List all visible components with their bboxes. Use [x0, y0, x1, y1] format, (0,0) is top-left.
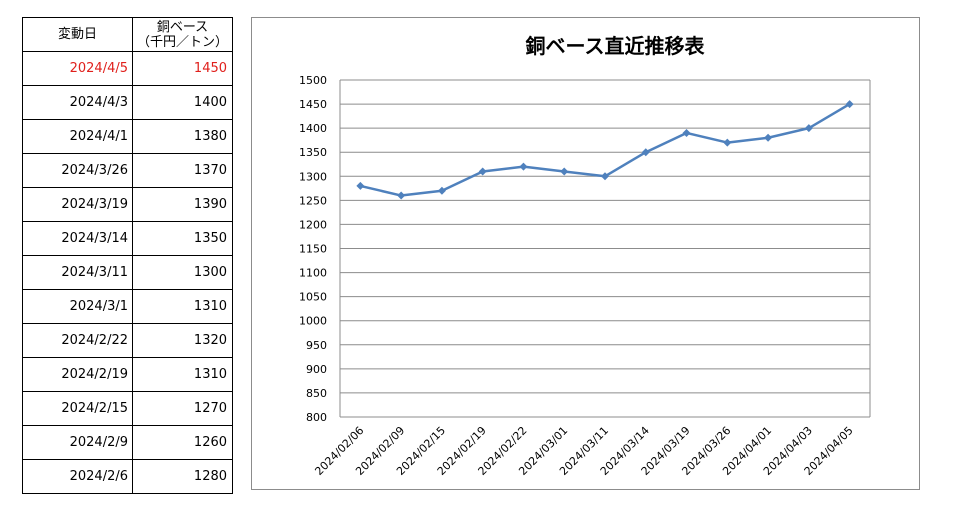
table-row: 2024/2/9 1260 — [22, 425, 234, 460]
price-cell: 1280 — [131, 459, 234, 494]
table-row: 2024/3/26 1370 — [22, 153, 234, 188]
y-tick-label: 1250 — [299, 194, 327, 207]
table-row: 2024/3/19 1390 — [22, 187, 234, 222]
price-cell: 1310 — [131, 357, 234, 392]
y-tick-label: 850 — [306, 387, 327, 400]
data-point-marker — [764, 133, 773, 142]
price-cell: 1450 — [131, 51, 234, 86]
price-cell: 1350 — [131, 221, 234, 256]
series-line — [360, 102, 851, 197]
date-cell: 2024/4/5 — [22, 51, 133, 86]
price-cell: 1390 — [131, 187, 234, 222]
table-row: 2024/3/14 1350 — [22, 221, 234, 256]
date-cell: 2024/4/1 — [22, 119, 133, 154]
price-cell: 1370 — [131, 153, 234, 188]
table-row: 2024/3/1 1310 — [22, 289, 234, 324]
column-header-date: 変動日 — [22, 17, 133, 52]
y-tick-label: 1050 — [299, 291, 327, 304]
data-point-marker — [682, 128, 691, 137]
table-row: 2024/2/19 1310 — [22, 357, 234, 392]
price-cell: 1380 — [131, 119, 234, 154]
price-cell: 1300 — [131, 255, 234, 290]
column-header-price-line2: （千円／トン） — [137, 34, 229, 50]
date-cell: 2024/2/6 — [22, 459, 133, 494]
chart-title: 銅ベース直近推移表 — [526, 34, 706, 58]
data-point-marker — [437, 186, 446, 195]
column-header-price-line1: 銅ベース — [156, 19, 209, 35]
table-row: 2024/3/11 1300 — [22, 255, 234, 290]
price-cell: 1260 — [131, 425, 234, 460]
date-cell: 2024/2/15 — [22, 391, 133, 426]
table-row: 2024/4/5 1450 — [22, 51, 234, 86]
table-row: 2024/2/22 1320 — [22, 323, 234, 358]
price-cell: 1270 — [131, 391, 234, 426]
price-history-table: 変動日 銅ベース （千円／トン） 2024/4/5 1450 2024/4/3 140… — [22, 17, 234, 494]
y-tick-label: 1100 — [299, 267, 327, 280]
data-point-marker — [723, 138, 732, 147]
y-tick-label: 1200 — [299, 218, 327, 231]
table-row: 2024/4/3 1400 — [22, 85, 234, 120]
data-point-marker — [641, 148, 650, 157]
line-chart: 銅ベース直近推移表 800 850 900 950 1000 1050 1100 1150 120… — [299, 34, 871, 478]
y-tick-label: 1300 — [299, 170, 327, 183]
y-tick-label: 950 — [306, 339, 327, 352]
date-cell: 2024/3/1 — [22, 289, 133, 324]
chart-area: 銅ベース直近推移表 800 850 900 950 1000 1050 1100 1150 120… — [251, 17, 920, 490]
y-tick-label: 1000 — [299, 315, 327, 328]
data-point-marker — [478, 167, 487, 176]
data-point-marker — [519, 162, 528, 171]
table-row: 2024/2/15 1270 — [22, 391, 234, 426]
data-point-marker — [845, 100, 854, 109]
y-tick-label: 1500 — [299, 74, 327, 87]
table-header-row: 変動日 銅ベース （千円／トン） — [22, 17, 234, 52]
date-cell: 2024/2/19 — [22, 357, 133, 392]
table-body: 2024/4/5 1450 2024/4/3 1400 2024/4/1 1380 2024… — [22, 51, 234, 494]
date-cell: 2024/3/14 — [22, 221, 133, 256]
column-header-price: 銅ベース （千円／トン） — [131, 17, 234, 52]
data-point-marker — [804, 124, 813, 133]
date-cell: 2024/2/22 — [22, 323, 133, 358]
data-point-marker — [397, 191, 406, 200]
y-tick-label: 1450 — [299, 98, 327, 111]
y-tick-label: 800 — [306, 411, 327, 424]
y-tick-label: 1350 — [299, 146, 327, 159]
y-tick-label: 1150 — [299, 243, 327, 256]
y-tick-label: 1400 — [299, 122, 327, 135]
table-row: 2024/2/6 1280 — [22, 459, 234, 494]
date-cell: 2024/2/9 — [22, 425, 133, 460]
date-cell: 2024/3/26 — [22, 153, 133, 188]
data-point-marker — [601, 172, 609, 181]
date-cell: 2024/3/19 — [22, 187, 133, 222]
y-tick-label: 900 — [306, 363, 327, 376]
date-cell: 2024/3/11 — [22, 255, 133, 290]
price-cell: 1320 — [131, 323, 234, 358]
price-cell: 1400 — [131, 85, 234, 120]
date-cell: 2024/4/3 — [22, 85, 133, 120]
table-row: 2024/4/1 1380 — [22, 119, 234, 154]
data-point-marker — [560, 167, 569, 176]
data-point-marker — [356, 181, 365, 190]
price-cell: 1310 — [131, 289, 234, 324]
